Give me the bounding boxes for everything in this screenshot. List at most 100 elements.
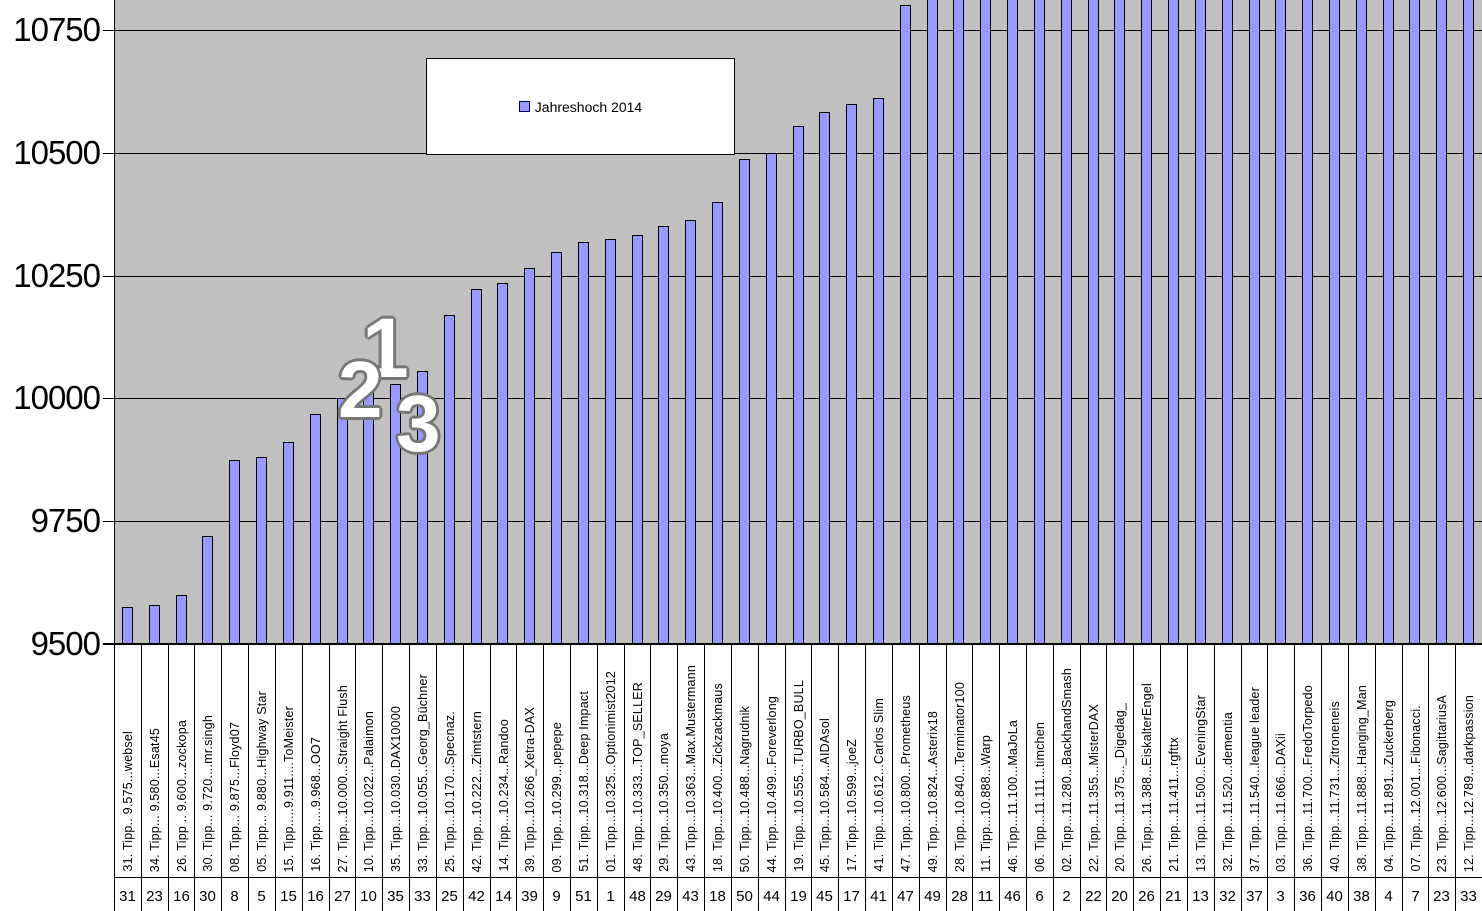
footer-value: 18 [709, 887, 726, 905]
footer-value: 21 [1165, 887, 1182, 905]
bar [229, 460, 240, 644]
bar [578, 242, 589, 644]
y-tick-label: 9750 [30, 502, 101, 539]
column-separator [1375, 645, 1376, 911]
bar [1409, 0, 1420, 644]
column-separator [785, 645, 786, 911]
footer-value: 32 [1219, 887, 1236, 905]
bar [1114, 0, 1125, 644]
y-tick-label: 9500 [30, 625, 101, 662]
category-label: 43. Tipp...10.363...Max.Mustermann [683, 665, 698, 872]
category-label: 11. Tipp...10.888...Warp [978, 735, 993, 872]
footer-value: 33 [1460, 887, 1477, 905]
category-label: 07. Tipp...12.001...Fibonacci. [1408, 705, 1423, 872]
category-cell: 26. Tipp...11.388...EiskalterEngel [1133, 646, 1160, 877]
bar [980, 0, 991, 644]
category-label: 37. Tipp...11.540...league leader [1247, 687, 1262, 872]
bar [739, 159, 750, 644]
footer-value: 14 [495, 887, 512, 905]
column-separator [168, 645, 169, 911]
category-label: 36. Tipp...11.700...FredoTorpedo [1300, 685, 1315, 872]
category-label: 26. Tipp .. 9.600...zockopa [174, 719, 189, 872]
footer-value: 41 [870, 887, 887, 905]
bar [1356, 0, 1367, 644]
column-separator [972, 645, 973, 911]
legend-series-marker-icon [518, 101, 530, 112]
footer-value: 2 [1062, 887, 1071, 905]
category-cell: 47. Tipp...10.800...Prometheus [892, 646, 919, 877]
category-label: 48. Tipp...10.333...TOP_SELLER [630, 682, 645, 872]
category-cell: 19. Tipp...10.555...TURBO_BULL [785, 646, 812, 877]
category-cell: 12. Tipp...12.789...darkpassion [1455, 646, 1482, 877]
bar [712, 202, 723, 644]
category-cell: 31. Tipp.. 9.575...websel [114, 646, 141, 877]
column-separator [865, 645, 866, 911]
category-cell: 34. Tipp... 9.580...Esat45 [141, 646, 168, 877]
column-separator [463, 645, 464, 911]
column-separator [811, 645, 812, 911]
footer-value: 50 [736, 887, 753, 905]
column-separator [677, 645, 678, 911]
bar [149, 605, 160, 644]
column-separator [999, 645, 1000, 911]
footer-value: 20 [1111, 887, 1128, 905]
category-cell: 05. Tipp... 9.880...Highway Star [248, 646, 275, 877]
category-label: 01. Tipp...10.325...Optionimist2012 [603, 671, 618, 872]
column-separator [1321, 645, 1322, 911]
category-label: 29. Tipp...10.350...moya [656, 733, 671, 872]
bar [497, 283, 508, 644]
column-separator [275, 645, 276, 911]
bar [685, 220, 696, 644]
bar [873, 98, 884, 644]
category-label: 39. Tipp...10.266_Xetra-DAX [522, 706, 537, 872]
category-cell: 26. Tipp .. 9.600...zockopa [168, 646, 195, 877]
category-label: 04. Tipp...11.891...Zuckerberg [1381, 700, 1396, 872]
bar [1436, 0, 1447, 644]
category-label: 08. Tipp... 9.875...Floyd07 [227, 722, 242, 872]
category-label: 02. Tipp...11.280...BackhandSmash [1059, 668, 1074, 872]
footer-value: 37 [1246, 887, 1263, 905]
category-label: 21. Tipp...11.411...rgfttx [1166, 737, 1181, 872]
footer-value: 15 [280, 887, 297, 905]
category-cell: 42. Tipp...10.222...Zimtstern [463, 646, 490, 877]
column-separator [597, 645, 598, 911]
bar [1141, 0, 1152, 644]
footer-value: 51 [575, 887, 592, 905]
column-separator [1241, 645, 1242, 911]
category-label: 14. Tipp...10.234...Randoo [496, 719, 511, 872]
category-cell: 10. Tipp...10.022...Palaimon [355, 646, 382, 877]
bar [122, 607, 133, 644]
column-separator [838, 645, 839, 911]
category-label: 13. Tipp...11.500...EveningStar [1193, 695, 1208, 872]
footer-value: 4 [1384, 887, 1393, 905]
footer-value: 48 [629, 887, 646, 905]
footer-value: 7 [1411, 887, 1420, 905]
category-cell: 49. Tipp...10.824...Asterix18 [919, 646, 946, 877]
column-separator [650, 645, 651, 911]
y-tick-label: 10750 [13, 11, 101, 48]
column-separator [302, 645, 303, 911]
footer-value: 49 [924, 887, 941, 905]
column-separator [221, 645, 222, 911]
category-cell: 33. Tipp...10.055...Georg_Büchner [409, 646, 436, 877]
footer-value: 39 [521, 887, 538, 905]
bar [632, 235, 643, 644]
column-separator [758, 645, 759, 911]
column-separator [919, 645, 920, 911]
category-cell: 28. Tipp...10.840...Terminator100 [946, 646, 973, 877]
gridline [103, 276, 1482, 277]
footer-value: 44 [763, 887, 780, 905]
category-cell: 18. Tipp...10.400...Zickzackmaus [704, 646, 731, 877]
category-label: 16. Tipp.....9.968...OO7 [308, 737, 323, 872]
legend: Jahreshoch 2014 [426, 58, 735, 155]
category-cell: 44. Tipp...10.499...Foreverlong [758, 646, 785, 877]
category-label: 32. Tipp...11.520...dementia [1220, 712, 1235, 872]
category-label: 35. Tipp...10.030..DAX10000 [388, 706, 403, 872]
category-cell: 09. Tipp...10.299...pepepe [543, 646, 570, 877]
category-cell: 11. Tipp...10.888...Warp [972, 646, 999, 877]
category-label: 46. Tipp...11.100...MaJoLa [1005, 719, 1020, 872]
category-label: 41. Tipp...10.612...Carlos Slim [871, 698, 886, 872]
category-label: 09. Tipp...10.299...pepepe [549, 721, 564, 872]
category-label: 33. Tipp...10.055...Georg_Büchner [415, 673, 430, 872]
footer-value: 40 [1326, 887, 1343, 905]
